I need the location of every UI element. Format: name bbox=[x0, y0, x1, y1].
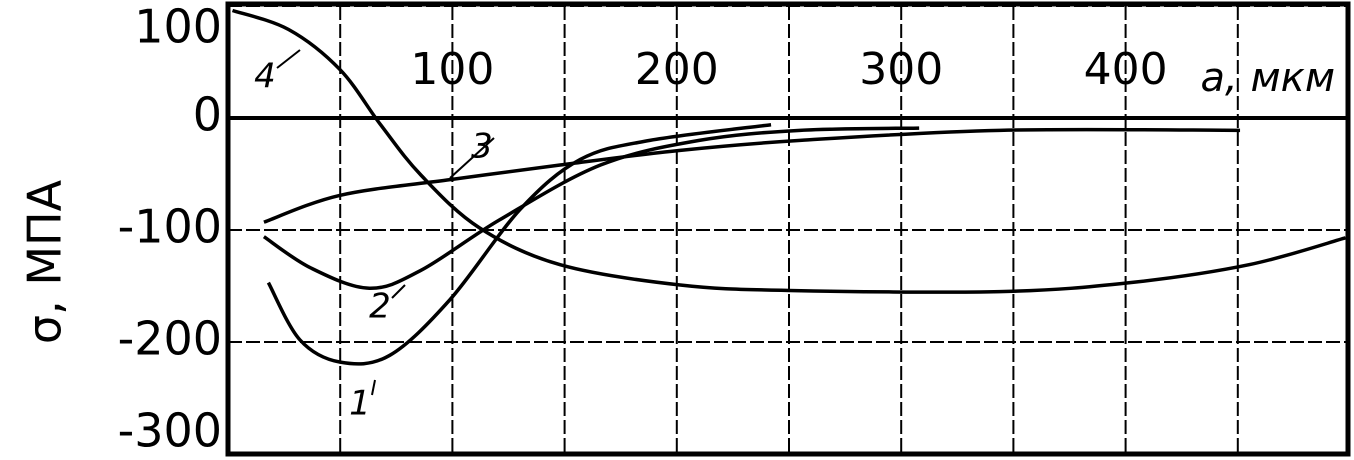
plot-frame bbox=[225, 1, 1351, 457]
y-tick-label: -200 bbox=[118, 312, 222, 366]
curve bbox=[262, 126, 920, 290]
y-tick-label: 100 bbox=[134, 0, 222, 54]
y-tick-label: -100 bbox=[118, 200, 222, 254]
curve-label: 1 bbox=[349, 384, 371, 424]
curve-label: 3 bbox=[471, 127, 493, 167]
y-axis-label: σ, МПА bbox=[18, 179, 72, 344]
curve bbox=[266, 122, 772, 366]
curve-label: 4 bbox=[254, 57, 276, 97]
curve bbox=[263, 127, 1241, 224]
y-tick-label: 0 bbox=[193, 88, 222, 142]
curve-label: 2 bbox=[369, 287, 391, 327]
leader-line bbox=[276, 49, 301, 69]
x-axis-label: a, мкм bbox=[1201, 55, 1335, 101]
leader-line bbox=[449, 137, 495, 179]
leader-line bbox=[371, 379, 376, 396]
y-tick-label: -300 bbox=[118, 404, 222, 458]
curve bbox=[231, 8, 1346, 294]
leader-line bbox=[391, 284, 406, 299]
